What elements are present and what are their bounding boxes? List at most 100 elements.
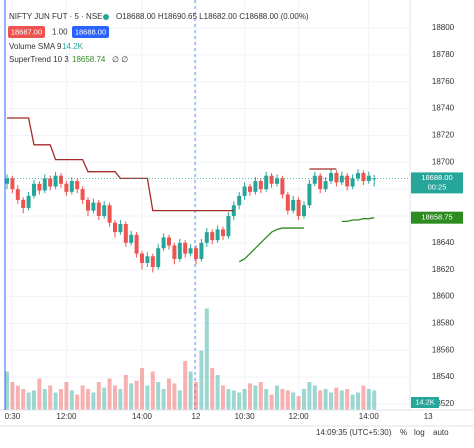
candle-body bbox=[302, 205, 306, 216]
volume-bar bbox=[194, 382, 198, 410]
bar-countdown: 00:25 bbox=[428, 182, 447, 191]
candle-body bbox=[318, 175, 323, 190]
candle-body bbox=[204, 232, 209, 243]
volume-bar bbox=[64, 382, 69, 410]
volume-bar bbox=[199, 350, 204, 410]
percent-toggle[interactable]: % bbox=[400, 428, 407, 437]
candle-body bbox=[123, 224, 128, 243]
volume-bar bbox=[345, 389, 350, 410]
volume-bar bbox=[172, 383, 177, 410]
x-tick-label: 0:30 bbox=[5, 412, 21, 421]
buy-button[interactable] bbox=[72, 26, 109, 38]
candle-body bbox=[199, 242, 204, 259]
volume-bar bbox=[167, 378, 171, 410]
candle-body bbox=[91, 202, 96, 211]
x-tick-label: 12:00 bbox=[289, 412, 310, 421]
candle-body bbox=[329, 173, 333, 182]
candle-body bbox=[172, 245, 177, 259]
y-tick-label: 18520 bbox=[432, 399, 455, 408]
candle-body bbox=[307, 183, 312, 206]
volume-bar bbox=[5, 371, 9, 410]
volume-bar bbox=[21, 389, 26, 410]
volume-bar bbox=[80, 385, 85, 410]
volume-bar bbox=[69, 390, 74, 410]
candle-body bbox=[339, 175, 344, 183]
volume-bar bbox=[102, 387, 107, 410]
candle-body bbox=[48, 178, 53, 187]
candle-body bbox=[323, 181, 328, 190]
candle-body bbox=[167, 237, 171, 246]
y-tick-label: 18560 bbox=[432, 345, 455, 354]
candle-body bbox=[312, 175, 317, 184]
volume-bar bbox=[134, 380, 139, 410]
x-tick-label: 10:30 bbox=[235, 412, 256, 421]
y-tick-label: 18600 bbox=[432, 292, 455, 301]
y-tick-label: 18640 bbox=[432, 238, 455, 247]
supertrend-line bbox=[7, 117, 337, 212]
volume-bar bbox=[86, 389, 90, 410]
last-price-tag bbox=[411, 172, 463, 194]
supertrend-line bbox=[238, 217, 375, 263]
candle-body bbox=[80, 189, 85, 200]
volume-bar bbox=[145, 385, 150, 410]
candle-body bbox=[102, 205, 107, 216]
volume-bar bbox=[275, 385, 279, 410]
candle-body bbox=[275, 178, 279, 184]
volume-bar bbox=[226, 389, 231, 410]
volume-bar bbox=[10, 382, 15, 410]
volume-bar bbox=[32, 390, 36, 410]
volume-bar bbox=[96, 382, 101, 410]
candle-body bbox=[188, 248, 193, 254]
candle-body bbox=[242, 186, 247, 196]
volume-bar bbox=[372, 390, 377, 410]
y-tick-label: 18700 bbox=[432, 157, 455, 166]
volume-bar bbox=[366, 389, 371, 410]
volume-bar bbox=[291, 392, 296, 410]
candle-body bbox=[221, 229, 225, 237]
candle-body bbox=[134, 234, 139, 254]
ask-price[interactable]: 18688.00 bbox=[75, 27, 106, 36]
supertrend-tag-label: 18658.75 bbox=[421, 213, 452, 222]
candle-body bbox=[350, 178, 355, 187]
volume-bar bbox=[107, 378, 112, 410]
volume-bar bbox=[350, 394, 355, 410]
volume-bar bbox=[183, 361, 188, 410]
ohlc-values[interactable]: O18688.00 H18690.65 L18682.00 C18688.00 … bbox=[116, 12, 309, 21]
volume-legend[interactable]: Volume SMA 9 bbox=[9, 42, 62, 51]
volume-bar bbox=[269, 394, 274, 410]
candle-body bbox=[75, 181, 80, 190]
sell-button[interactable] bbox=[8, 26, 45, 38]
volume-bar bbox=[264, 389, 269, 410]
supertrend-tag bbox=[411, 211, 463, 224]
volume-bar bbox=[210, 368, 215, 410]
candle-body bbox=[21, 199, 26, 208]
candle-body bbox=[86, 199, 90, 211]
candle-body bbox=[26, 195, 31, 208]
candle-body bbox=[59, 175, 63, 184]
y-tick-label: 18760 bbox=[432, 77, 455, 86]
volume-bar bbox=[318, 390, 323, 410]
supertrend-value: 18658.74 bbox=[72, 55, 106, 64]
bid-price[interactable]: 18687.00 bbox=[11, 27, 42, 36]
y-tick-label: 18620 bbox=[432, 265, 455, 274]
log-toggle[interactable]: log bbox=[414, 428, 425, 437]
volume-bar bbox=[140, 368, 144, 410]
volume-bar bbox=[113, 385, 117, 410]
x-tick-label: 12:00 bbox=[56, 412, 77, 421]
auto-toggle[interactable]: auto bbox=[433, 428, 449, 437]
last-price-label: 18688.00 bbox=[421, 173, 452, 182]
market-status-dot bbox=[103, 14, 109, 20]
candle-body bbox=[140, 253, 144, 263]
candle-body bbox=[156, 248, 161, 268]
volume-bar bbox=[323, 389, 328, 410]
volume-bar bbox=[307, 382, 312, 410]
candle-body bbox=[248, 186, 252, 192]
volume-bar bbox=[177, 390, 182, 410]
supertrend-legend[interactable]: SuperTrend 10 3 bbox=[9, 55, 69, 64]
candle-body bbox=[361, 173, 366, 182]
volume-bar bbox=[302, 389, 306, 410]
x-tick-label: 12 bbox=[192, 412, 201, 421]
candle-body bbox=[296, 199, 301, 216]
